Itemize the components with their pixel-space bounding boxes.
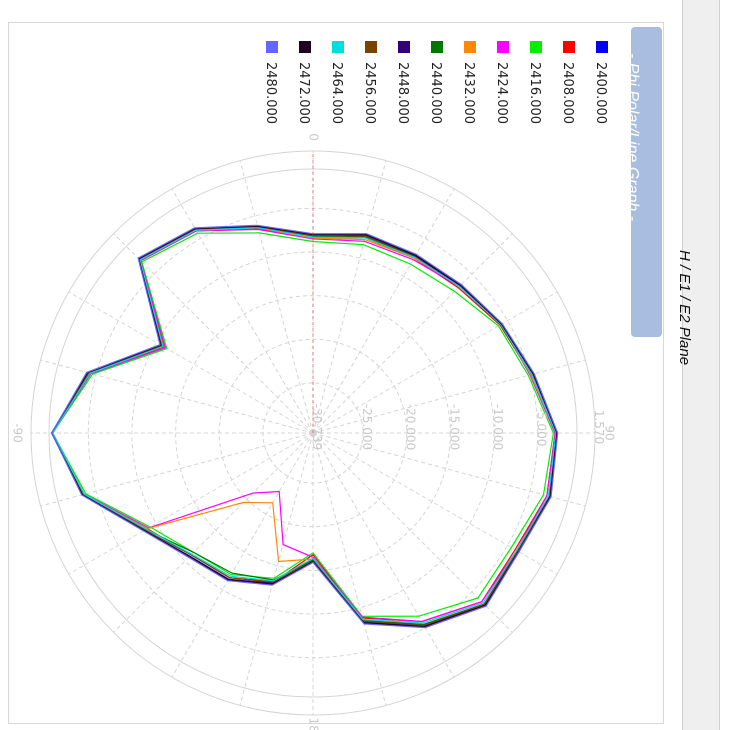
radial-tick-label: -25.000	[360, 404, 374, 450]
legend-swatch	[398, 41, 410, 53]
legend-label: 2480.000	[263, 62, 278, 124]
legend-swatch	[266, 41, 278, 53]
angular-label: 0	[307, 133, 321, 141]
series-line	[51, 225, 558, 628]
grid-spoke	[312, 291, 558, 434]
grid-spoke	[312, 432, 513, 633]
grid-spoke	[312, 432, 387, 706]
series-line	[51, 232, 555, 617]
legend-label: 2448.000	[395, 62, 410, 124]
grid-ring	[175, 295, 451, 571]
radial-tick-label: -15.000	[447, 404, 461, 450]
angular-label: 180	[307, 718, 321, 730]
legend-label: 2408.000	[560, 62, 575, 124]
chart-title-bar	[631, 27, 662, 337]
radial-tick-labels: 1.570 -5.000 -10.000 -15.000 -20.000 -25.000 -…	[310, 404, 606, 450]
legend-swatch	[365, 41, 377, 53]
legend-label: 2432.000	[461, 62, 476, 124]
grid-spoke	[312, 432, 455, 678]
legend-label: 2416.000	[527, 62, 542, 124]
legend-swatch	[299, 41, 311, 53]
grid-spoke	[113, 233, 314, 434]
series-line	[51, 227, 557, 624]
legend-swatch	[464, 41, 476, 53]
grid-spoke	[312, 160, 387, 434]
grid-spoke	[312, 188, 455, 434]
series-lines	[51, 151, 559, 629]
legend-swatch	[431, 41, 443, 53]
legend-swatch	[596, 41, 608, 53]
radial-tick-label: 1.570	[592, 410, 606, 444]
grid-spoke	[312, 359, 586, 434]
legend-swatch	[497, 41, 509, 53]
series-line	[51, 228, 556, 623]
series-line	[51, 227, 556, 623]
series-line	[51, 226, 557, 626]
legend-label: 2424.000	[494, 62, 509, 124]
grid-ring	[131, 251, 495, 615]
grid-spoke	[68, 291, 314, 434]
grid-spoke	[312, 432, 558, 575]
legend-swatch	[563, 41, 575, 53]
radial-tick-label: -30.739	[310, 404, 324, 450]
grid-spoke	[312, 432, 586, 507]
legend-swatch	[530, 41, 542, 53]
legend-label: 2456.000	[362, 62, 377, 124]
grid-spoke	[239, 160, 314, 434]
legend: 2400.000 2408.000 2416.000 2424.000 2432.000…	[263, 41, 608, 124]
chart-card	[8, 22, 664, 724]
grid-spoke	[239, 432, 314, 706]
grid-spoke	[40, 359, 314, 434]
grid-spoke	[68, 432, 314, 575]
legend-label: 2472.000	[296, 62, 311, 124]
radial-tick-label: -20.000	[404, 404, 418, 450]
radial-tick-label: -10.000	[491, 404, 505, 450]
side-panel	[682, 0, 720, 730]
legend-label: 2440.000	[428, 62, 443, 124]
radial-tick-label: -5.000	[535, 408, 549, 447]
grid-spoke	[113, 432, 314, 633]
angular-label: -90	[11, 423, 25, 443]
grid-spoke	[171, 432, 314, 678]
legend-label: 2464.000	[329, 62, 344, 124]
angular-label: 90	[603, 425, 617, 440]
legend-swatch	[332, 41, 344, 53]
series-line	[51, 224, 559, 629]
angular-labels: 0 90 180 -90	[11, 133, 617, 730]
legend-label: 2400.000	[593, 62, 608, 124]
grid-spoke	[312, 233, 513, 434]
